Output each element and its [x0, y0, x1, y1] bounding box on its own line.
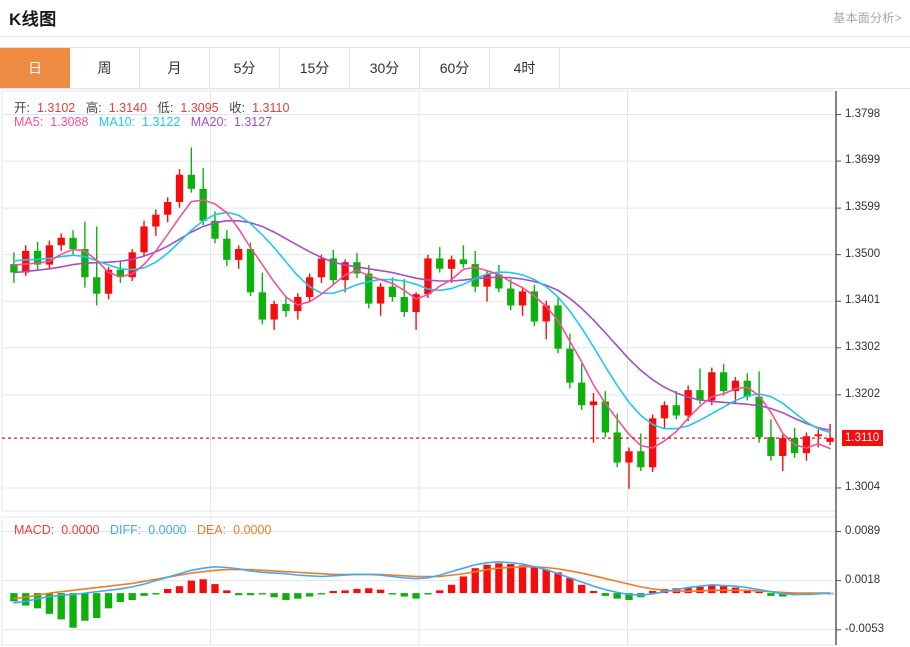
tab-60min[interactable]: 60分	[420, 48, 490, 88]
tabbar-filler	[560, 48, 910, 88]
tab-4hour[interactable]: 4时	[490, 48, 560, 88]
current-price-badge: 1.3110	[842, 430, 884, 447]
chart-container[interactable]: 开: 1.3102 高: 1.3140 低: 1.3095 收: 1.3110 MA5:…	[0, 89, 910, 647]
tab-month[interactable]: 月	[140, 48, 210, 88]
fundamental-analysis-link[interactable]: 基本面分析>	[833, 11, 902, 25]
tab-5min[interactable]: 5分	[210, 48, 280, 88]
timeframe-tabbar: 日 周 月 5分 15分 30分 60分 4时	[0, 47, 910, 89]
tab-day[interactable]: 日	[0, 48, 70, 88]
tab-week[interactable]: 周	[70, 48, 140, 88]
candlestick-series	[10, 147, 834, 489]
page-header: K线图 基本面分析>	[0, 0, 910, 37]
tab-30min[interactable]: 30分	[350, 48, 420, 88]
page-title: K线图	[9, 10, 57, 29]
tab-15min[interactable]: 15分	[280, 48, 350, 88]
kline-chart-svg[interactable]	[0, 89, 910, 647]
